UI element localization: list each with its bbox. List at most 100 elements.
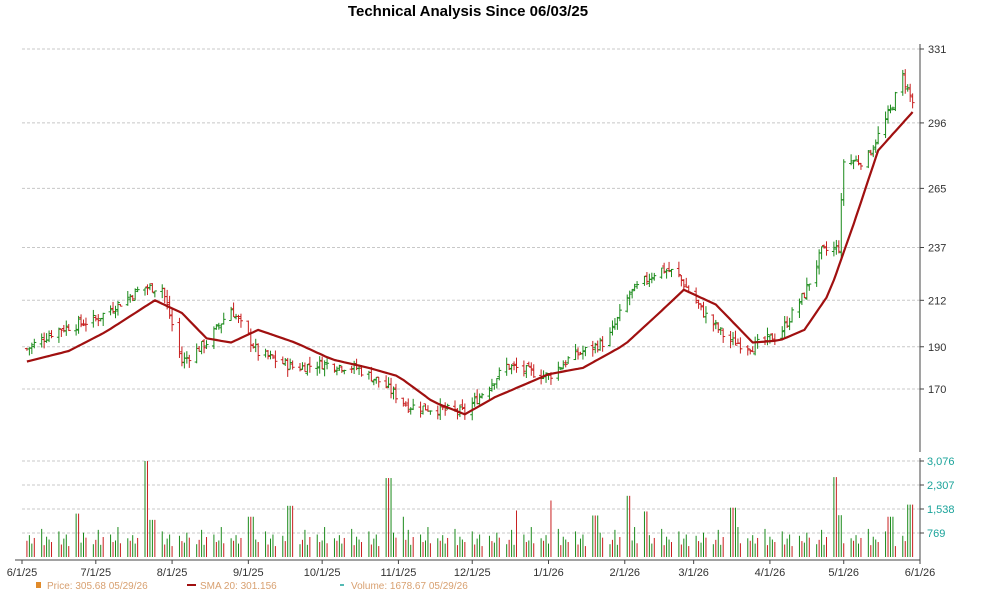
price-bar [443,402,448,416]
price-bar [684,277,689,288]
price-bar [866,150,871,169]
price-tick-label-3: 237 [928,243,946,255]
volume-tick-label-2: 1,538 [927,504,955,516]
price-bar [108,305,113,316]
price-bar [315,361,320,376]
price-bar [886,105,891,124]
price-bar [125,291,130,306]
price-bar [332,363,337,373]
price-bar [187,354,192,368]
price-bar [290,360,295,370]
price-bar [477,393,482,405]
price-bar [782,316,787,338]
price-bar [814,260,819,287]
price-bar [667,261,672,273]
price-bar [750,346,755,353]
price-bar [576,347,581,360]
price-bar [711,314,716,332]
price-bar [590,340,595,357]
price-bar [480,392,485,399]
price-bar [162,287,167,304]
price-bar [411,398,416,411]
price-bar [504,357,509,376]
price-bar [283,358,288,366]
price-bar [133,288,138,301]
price-bar [44,333,49,343]
price-bar [521,360,526,377]
price-bar [49,330,54,339]
price-bar [401,397,406,407]
price-bar [713,319,718,330]
price-bar [47,330,52,343]
price-bar [96,314,101,327]
price-bar [679,275,684,287]
price-bar [135,286,140,293]
price-bar [263,348,268,358]
price-bar [199,340,204,355]
price-bar [573,343,578,361]
price-bar [435,405,440,420]
price-bar [580,345,585,360]
price-bar [256,343,261,361]
price-bar [128,293,133,303]
price-bar [266,349,271,360]
date-tick-label-8: 2/1/26 [609,567,640,579]
price-bar [101,312,106,327]
price-bar [593,342,598,354]
price-bar [93,315,98,322]
price-bar [170,309,175,332]
price-bar [669,268,674,278]
price-bar [728,330,733,349]
date-tick-label-10: 4/1/26 [755,567,786,579]
price-bar [317,356,322,374]
price-bar [748,348,753,355]
price-bar [790,307,795,323]
price-bar [487,386,492,400]
price-bar [509,364,514,375]
price-bar [903,69,908,94]
price-bar [608,327,613,347]
price-bar [703,306,708,324]
price-bar [305,364,310,376]
price-bar [797,298,802,318]
price-bar [143,287,148,296]
price-bar [849,154,854,166]
price-bar [526,361,531,367]
price-bar [202,339,207,354]
price-bar [514,357,519,373]
price-bar [494,377,499,389]
price-bar [652,272,657,281]
price-bar [42,332,47,349]
price-bar [320,356,325,370]
price-bar [118,303,123,307]
price-bar [701,301,706,318]
price-bar [738,337,743,354]
price-bar [563,360,568,368]
price-bar [905,84,910,92]
date-tick-label-9: 3/1/26 [678,567,709,579]
price-bar [699,303,704,311]
price-bar [841,159,846,206]
price-bar [873,139,878,153]
price-bar [462,403,467,420]
price-bar [854,155,859,161]
price-bar [184,351,189,364]
price-bar [76,315,81,334]
price-bar [617,304,622,322]
price-bar [29,342,34,355]
legend-price-swatch [36,582,41,588]
price-bar [475,389,480,405]
price-bar [285,357,290,377]
price-bar [214,324,219,330]
price-bar [649,272,654,284]
price-bar [876,126,881,145]
date-axis-ticks: 6/1/25 7/1/25 8/1/25 9/1/25 10/1/25 11/1/25 12… [7,560,935,579]
price-bar [298,362,303,372]
volume-bars [26,461,914,557]
price-bar [642,275,647,286]
price-tick-label-1: 296 [928,118,946,130]
price-bar [733,330,738,346]
price-bar [418,401,423,418]
price-bar [615,316,620,330]
price-bar [423,403,428,411]
